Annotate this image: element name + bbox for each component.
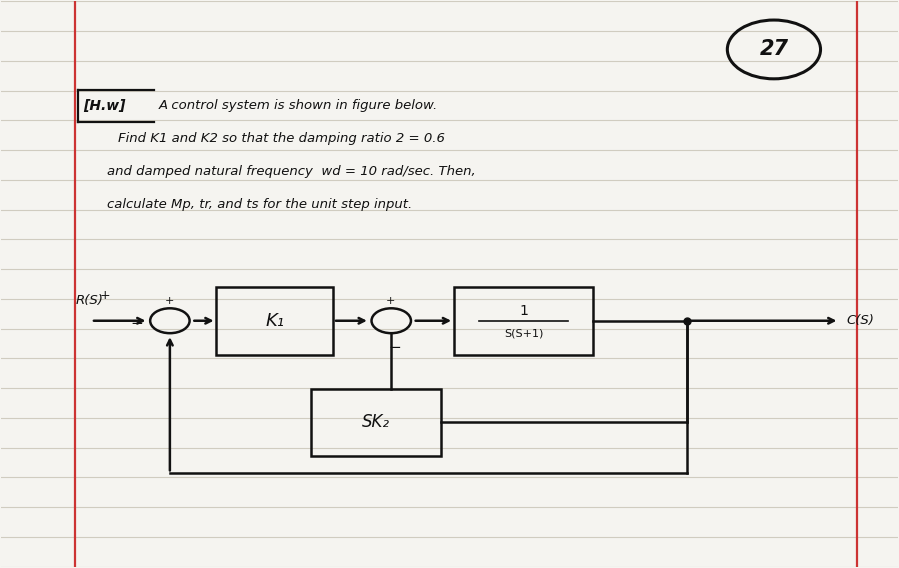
- Text: K₁: K₁: [265, 312, 284, 330]
- Text: 1: 1: [519, 303, 528, 318]
- Text: S(S+1): S(S+1): [503, 328, 543, 338]
- Bar: [217, 287, 333, 354]
- Text: −: −: [388, 340, 401, 355]
- Text: −: −: [130, 316, 143, 331]
- Text: +: +: [100, 289, 111, 302]
- Text: and damped natural frequency  wd = 10 rad/sec. Then,: and damped natural frequency wd = 10 rad…: [107, 165, 476, 178]
- Text: 27: 27: [760, 39, 788, 60]
- Text: +: +: [386, 296, 395, 306]
- Text: C(S): C(S): [847, 314, 875, 327]
- Text: [H.w]: [H.w]: [83, 99, 126, 113]
- Bar: [454, 287, 593, 354]
- Text: A control system is shown in figure below.: A control system is shown in figure belo…: [158, 99, 438, 112]
- Text: calculate Mp, tr, and ts for the unit step input.: calculate Mp, tr, and ts for the unit st…: [107, 198, 413, 211]
- Text: R(S): R(S): [76, 294, 103, 307]
- Bar: [310, 389, 441, 457]
- Text: Find K1 and K2 so that the damping ratio 2 = 0.6: Find K1 and K2 so that the damping ratio…: [118, 132, 445, 145]
- Text: +: +: [165, 296, 174, 306]
- Text: SK₂: SK₂: [361, 414, 389, 432]
